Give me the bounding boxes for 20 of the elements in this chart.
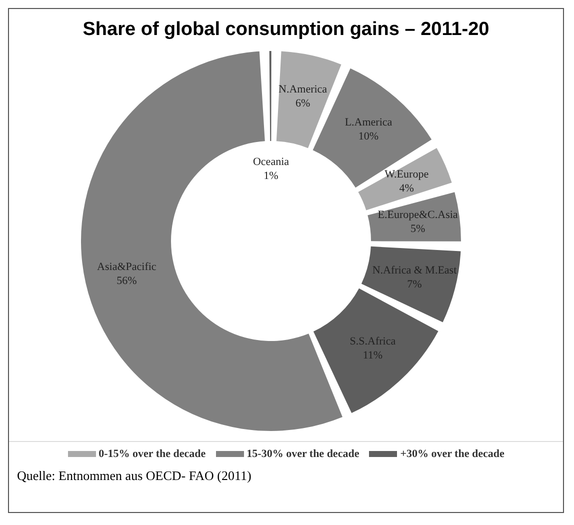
chart-title: Share of global consumption gains – 2011-20 bbox=[82, 19, 490, 41]
data-label: 7% bbox=[407, 278, 422, 290]
data-label: 4% bbox=[399, 182, 414, 195]
slice-label: W.Europe bbox=[384, 168, 429, 181]
text: 0-15% over the decade bbox=[98, 448, 206, 460]
slice-label: N.Africa & M.East bbox=[372, 264, 457, 276]
text: +30% over the decade bbox=[400, 448, 504, 460]
slice-label: Oceania bbox=[252, 156, 290, 168]
text: 15-30% over the decade bbox=[246, 448, 360, 460]
data-label: 11% bbox=[362, 350, 383, 362]
slice-label: S.S.Africa bbox=[350, 336, 396, 348]
data-label: 6% bbox=[295, 97, 310, 110]
data-label: 1% bbox=[264, 170, 278, 182]
slice-label: L.America bbox=[344, 116, 392, 129]
slice-label: E.Europe&C.Asia bbox=[378, 208, 458, 221]
data-label: 10% bbox=[358, 130, 379, 143]
data-label: 5% bbox=[410, 222, 426, 235]
data-label: 56% bbox=[116, 274, 137, 287]
source-note: Quelle: Entnommen aus OECD- FAO (2011) bbox=[17, 468, 252, 484]
slice-label: Asia&Pacific bbox=[97, 260, 156, 273]
